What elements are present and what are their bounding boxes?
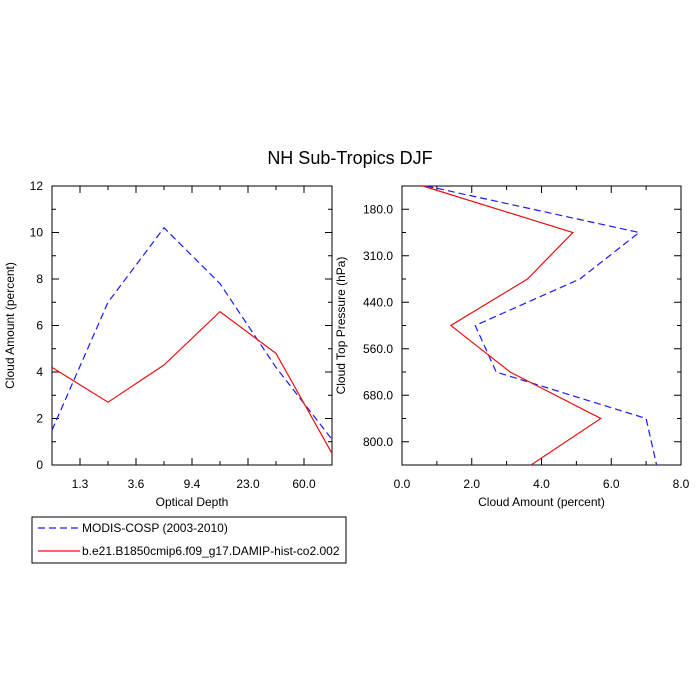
x-tick-label: 2.0: [463, 477, 480, 491]
y-axis-title: Cloud Top Pressure (hPa): [334, 257, 348, 395]
y-axis-title: Cloud Amount (percent): [3, 262, 17, 389]
plot-frame: [51, 185, 333, 466]
x-tick-label: 1.3: [72, 477, 89, 491]
series-line-1: [51, 310, 333, 454]
x-tick-label: 6.0: [603, 477, 620, 491]
y-tick-label: 4: [36, 365, 43, 379]
x-tick-label: 0.0: [394, 477, 411, 491]
y-tick-label: 8: [36, 272, 43, 286]
legend: MODIS-COSP (2003-2010) b.e21.B1850cmip6.…: [31, 516, 347, 564]
chart-title: NH Sub-Tropics DJF: [267, 148, 432, 168]
y-tick-label: 560.0: [363, 342, 393, 356]
x-tick-label: 8.0: [673, 477, 690, 491]
series-line-0: [426, 185, 658, 466]
x-tick-label: 9.4: [184, 477, 201, 491]
legend-frame: [31, 516, 347, 564]
legend-label-model: b.e21.B1850cmip6.f09_g17.DAMIP-hist-co2.…: [82, 544, 340, 558]
y-tick-label: 310.0: [363, 249, 393, 263]
x-tick-label: 60.0: [292, 477, 316, 491]
x-axis-title: Cloud Amount (percent): [478, 495, 605, 509]
y-tick-label: 180.0: [363, 202, 393, 216]
y-tick-label: 10: [30, 226, 44, 240]
y-tick-label: 680.0: [363, 388, 393, 402]
x-tick-label: 23.0: [236, 477, 260, 491]
panel-optical-depth: 0 2 4 6 8 10 12 1.3 3.6 9.4 23.0 60.0 Optical Depth C…: [3, 179, 333, 509]
y-tick-label: 2: [36, 412, 43, 426]
x-tick-label: 4.0: [533, 477, 550, 491]
y-tick-label: 12: [30, 179, 44, 193]
y-tick-label: 6: [36, 319, 43, 333]
y-tick-label: 800.0: [363, 435, 393, 449]
series-line-0: [51, 226, 333, 440]
x-axis-title: Optical Depth: [156, 495, 229, 509]
plot-frame: [401, 185, 682, 466]
panel-cloud-top-pressure: 0.0 2.0 4.0 6.0 8.0 180.0 310.0 440.0 560.0 680.0…: [334, 185, 690, 509]
series-line-1: [422, 185, 602, 466]
y-tick-label: 0: [36, 458, 43, 472]
x-tick-label: 3.6: [128, 477, 145, 491]
y-tick-label: 440.0: [363, 295, 393, 309]
legend-label-modis: MODIS-COSP (2003-2010): [82, 521, 228, 535]
